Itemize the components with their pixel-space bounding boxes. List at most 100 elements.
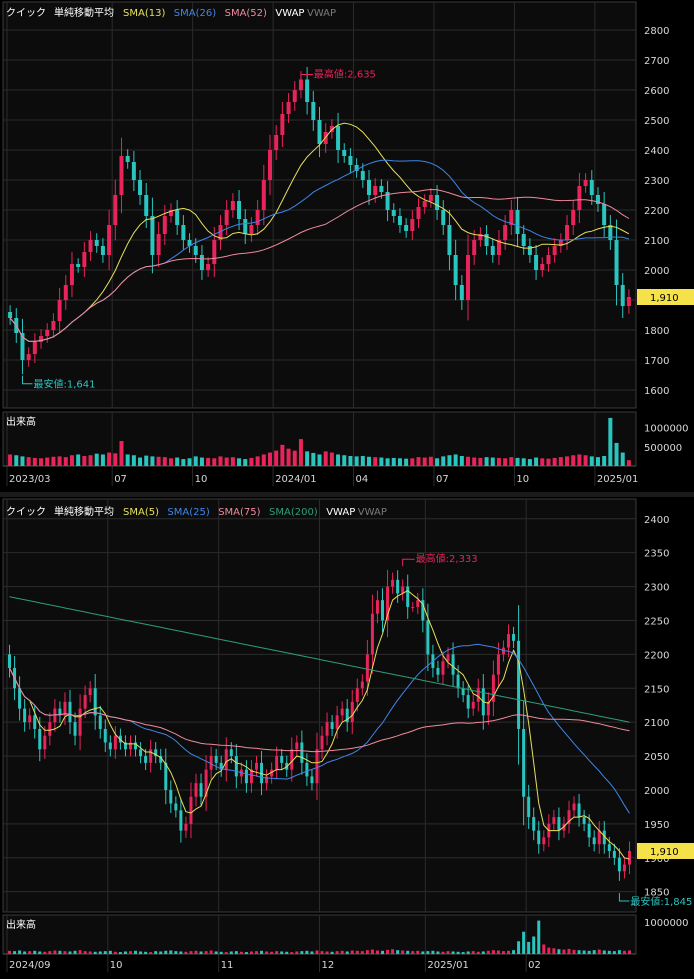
candle-body (404, 225, 408, 231)
candle-body (200, 783, 203, 797)
candle-body (426, 620, 429, 654)
volume-bar (351, 951, 354, 955)
volume-bar (300, 951, 303, 954)
candle-body (406, 587, 409, 607)
volume-bar (195, 951, 198, 954)
volume-bar (386, 950, 389, 954)
volume-bar (615, 443, 619, 466)
candle-body (268, 150, 272, 180)
legend-item: クイック (6, 7, 46, 19)
volume-bar (53, 951, 56, 955)
legend-item: SMA(13) (123, 8, 165, 19)
y-tick-label: 2000 (644, 786, 669, 797)
candle-body (565, 225, 569, 240)
candle-body (336, 715, 339, 729)
volume-bar (174, 951, 177, 954)
candle-body (144, 195, 148, 216)
candle-body (27, 354, 31, 360)
candle-body (28, 715, 31, 722)
candle-body (598, 831, 601, 845)
last-price-value: 1,910 (650, 847, 679, 858)
volume-bar (567, 949, 570, 954)
candle-body (8, 654, 11, 668)
volume-bar (287, 449, 291, 466)
volume-bar (64, 457, 68, 466)
volume-bar (534, 458, 538, 466)
volume-bar (623, 951, 626, 954)
candle-body (76, 264, 80, 267)
candle-body (114, 736, 117, 750)
volume-bar (522, 458, 526, 466)
candle-body (542, 837, 545, 844)
y-tick-label: 2300 (644, 583, 669, 594)
candle-body (113, 195, 117, 225)
candle-body (107, 225, 111, 255)
volume-bar (507, 951, 510, 954)
x-tick-label: 07 (436, 474, 449, 485)
y-tick-label: 2600 (644, 86, 669, 97)
legend-item: SMA(200) (269, 507, 318, 518)
candle-body (8, 312, 12, 318)
candle-body (290, 749, 293, 769)
volume-bar (295, 951, 298, 954)
volume-bar (441, 456, 445, 466)
volume-bar (546, 459, 550, 466)
volume-bar (157, 457, 161, 466)
volume-bar (401, 951, 404, 955)
volume-bar (51, 457, 55, 466)
candle-body (94, 688, 97, 715)
volume-bar (410, 458, 414, 466)
x-tick-label: 2024/09 (9, 960, 51, 971)
volume-bar (8, 951, 11, 954)
volume-bar (441, 952, 444, 954)
y-tick-label: 2300 (644, 176, 669, 187)
volume-bar (478, 458, 482, 466)
volume-bar (169, 458, 173, 466)
candle-body (243, 219, 247, 234)
candle-body (371, 614, 374, 655)
volume-bar (391, 949, 394, 954)
dual-candlestick-chart[interactable]: 1600170018001900200021002200230024002500… (0, 0, 694, 975)
candle-body (341, 709, 344, 716)
y-tick-label: 2800 (644, 26, 669, 37)
volume-bar (268, 453, 272, 466)
candle-body (441, 661, 444, 675)
candle-body (462, 688, 465, 695)
candle-body (628, 851, 631, 865)
volume-bar (70, 455, 74, 466)
x-tick-label: 10 (110, 960, 123, 971)
y-tick-label: 1800 (644, 326, 669, 337)
volume-bar (598, 950, 601, 954)
candle-body (527, 797, 530, 817)
candle-body (452, 654, 455, 674)
candle-body (361, 171, 365, 180)
y-tick-label: 2350 (644, 549, 669, 560)
x-tick-label: 2025/01 (427, 960, 469, 971)
volume-bar (14, 455, 18, 466)
y-tick-label: 1700 (644, 356, 669, 367)
x-tick-label: 10 (516, 474, 529, 485)
candle-body (38, 729, 41, 749)
volume-bar (628, 951, 631, 955)
legend-item: クイック (6, 506, 46, 518)
volume-bar (215, 951, 218, 954)
volume-bar (265, 951, 268, 954)
candle-body (441, 210, 445, 225)
volume-bar (293, 451, 297, 466)
volume-bar (497, 951, 500, 955)
candle-body (215, 756, 218, 763)
candle-body (417, 207, 421, 219)
volume-bar (240, 952, 243, 954)
candle-body (577, 186, 581, 210)
candle-body (326, 722, 329, 736)
candle-body (33, 342, 37, 354)
volume-bar (386, 458, 390, 466)
candle-body (423, 201, 427, 207)
volume-bar (321, 951, 324, 954)
candle-body (373, 186, 377, 195)
volume-bar (164, 951, 167, 954)
volume-bar (189, 951, 192, 954)
volume-bar (84, 951, 87, 954)
legend-item: SMA(25) (167, 507, 209, 518)
volume-bar (421, 951, 424, 954)
